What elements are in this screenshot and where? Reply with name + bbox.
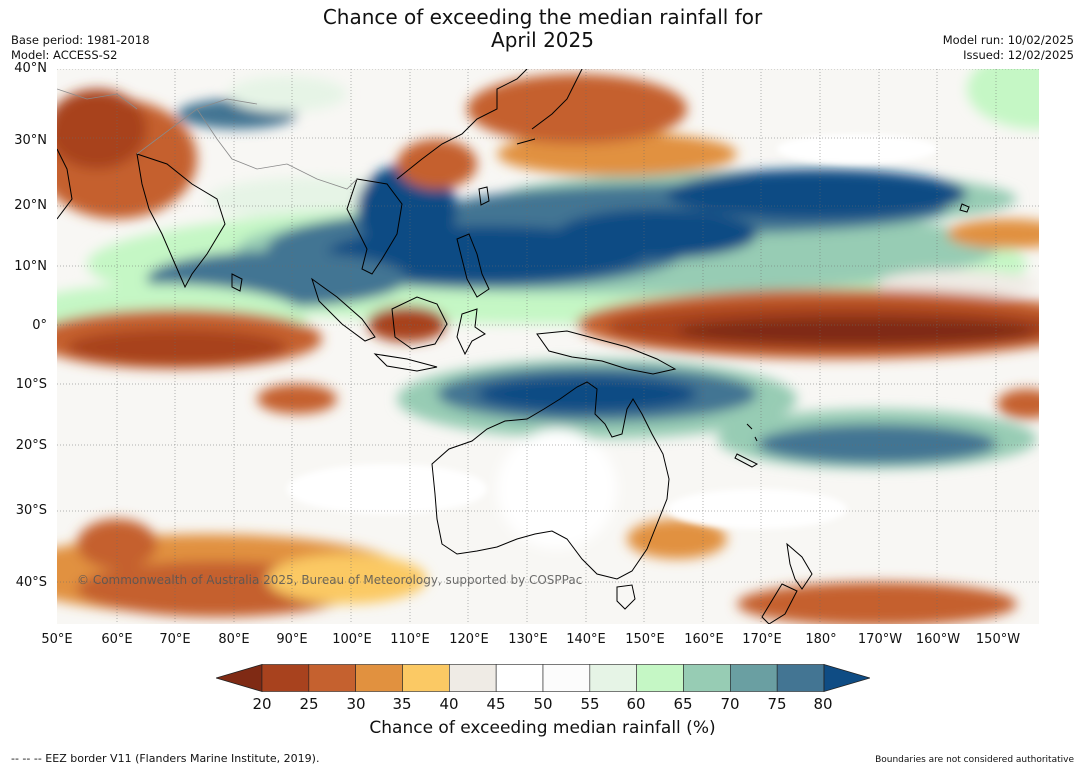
- eez-border-note: -- -- -- EEZ border V11 (Flanders Marine…: [11, 752, 320, 765]
- colorbar-tick-65: 65: [673, 695, 693, 713]
- australia-coastline: [431, 381, 670, 580]
- colorbar-bin: [589, 664, 637, 692]
- meta-right: Model run: 10/02/2025 Issued: 12/02/2025: [943, 33, 1074, 63]
- lon-label-160w: 160°W: [915, 632, 961, 647]
- colorbar-bin: [776, 664, 825, 692]
- lon-label-110e: 110°E: [390, 632, 430, 647]
- colorbar-bin: [449, 664, 497, 692]
- colorbar-tick-55: 55: [580, 695, 600, 713]
- lat-label-40n: 40°N: [14, 61, 47, 76]
- colorbar-extend-high: [823, 664, 870, 693]
- map-title-line-2: April 2025: [491, 28, 594, 52]
- colorbar-tick-25: 25: [299, 695, 319, 713]
- colorbar-bin: [730, 664, 778, 692]
- colorbar-bin: [261, 664, 310, 692]
- graticule: [57, 69, 1039, 624]
- lon-label-150e: 150°E: [625, 632, 665, 647]
- neutral-patches: [287, 134, 937, 529]
- lat-label-10s: 10°S: [15, 377, 47, 392]
- country-borders: [57, 88, 358, 190]
- colorbar-tick-30: 30: [346, 695, 366, 713]
- lon-label-180: 180°: [805, 632, 837, 647]
- colorbar-tick-35: 35: [392, 695, 412, 713]
- new-zealand-coastline: [761, 542, 813, 624]
- lon-label-170e: 170°E: [742, 632, 782, 647]
- colorbar-tick-60: 60: [626, 695, 646, 713]
- lat-label-30n: 30°N: [14, 133, 47, 148]
- lon-label-170w: 170°W: [857, 632, 903, 647]
- borneo-coastline: [391, 296, 448, 350]
- java-coastline: [373, 353, 438, 372]
- lon-label-90e: 90°E: [276, 632, 308, 647]
- tasmania-coastline: [616, 584, 636, 610]
- lat-label-10n: 10°N: [14, 259, 47, 274]
- colorbar-bin: [355, 664, 403, 692]
- lon-label-140e: 140°E: [566, 632, 606, 647]
- sumatra-coastline: [311, 277, 376, 342]
- model-run-text: Model run: 10/02/2025: [942, 33, 1074, 47]
- colorbar-tick-80: 80: [813, 695, 833, 713]
- lon-label-50e: 50°E: [41, 632, 73, 647]
- lon-label-100e: 100°E: [332, 632, 372, 647]
- colorbar-bin: [683, 664, 731, 692]
- issued-text: Issued: 12/02/2025: [963, 48, 1074, 62]
- sri-lanka-coastline: [231, 273, 243, 292]
- arabia-coastline: [57, 148, 73, 220]
- base-period-text: Base period: 1981-2018: [11, 33, 150, 47]
- vanuatu-coastline: [746, 423, 758, 442]
- lat-label-40s: 40°S: [15, 575, 47, 590]
- boundaries-disclaimer: Boundaries are not considered authoritat…: [875, 755, 1074, 765]
- japan-coastline: [516, 69, 583, 145]
- copyright-credit: © Commonwealth of Australia 2025, Bureau…: [77, 573, 583, 587]
- hawaii-coastline: [959, 203, 970, 213]
- colorbar-bin: [636, 664, 684, 692]
- lat-label-20s: 20°S: [15, 438, 47, 453]
- lon-label-150w: 150°W: [975, 632, 1021, 647]
- colorbar-bin: [308, 664, 356, 692]
- lat-label-20n: 20°N: [14, 198, 47, 213]
- lon-label-70e: 70°E: [159, 632, 191, 647]
- rainfall-probability-map: © Commonwealth of Australia 2025, Bureau…: [57, 69, 1039, 624]
- east-asia-coastline: [396, 69, 528, 180]
- colorbar-tick-75: 75: [767, 695, 787, 713]
- model-text: Model: ACCESS-S2: [11, 48, 118, 62]
- colorbar-tick-40: 40: [439, 695, 459, 713]
- lon-label-130e: 130°E: [508, 632, 548, 647]
- colorbar-tick-50: 50: [533, 695, 553, 713]
- colorbar-title: Chance of exceeding median rainfall (%): [369, 718, 716, 738]
- colorbar-bin: [495, 664, 544, 692]
- colorbar-extend-low: [216, 664, 263, 693]
- colorbar-tick-45: 45: [486, 695, 506, 713]
- map-title-line-1: Chance of exceeding the median rainfall …: [322, 5, 763, 29]
- colorbar: [216, 664, 870, 693]
- probability-field: [57, 69, 1039, 624]
- taiwan-coastline: [478, 186, 490, 206]
- lon-label-60e: 60°E: [101, 632, 133, 647]
- colorbar-bin: [542, 664, 591, 692]
- coastlines: [57, 69, 970, 624]
- lat-label-30s: 30°S: [15, 503, 47, 518]
- colorbar-bin: [402, 664, 450, 692]
- new-guinea-coastline: [536, 330, 677, 375]
- lat-label-eq: 0°: [32, 318, 47, 333]
- new-caledonia-coastline: [734, 453, 759, 468]
- lon-label-120e: 120°E: [449, 632, 489, 647]
- lon-label-160e: 160°E: [684, 632, 724, 647]
- map-svg: [57, 69, 1039, 624]
- indochina-coastline: [346, 178, 403, 275]
- lon-label-80e: 80°E: [218, 632, 250, 647]
- meta-left: Base period: 1981-2018 Model: ACCESS-S2: [11, 33, 150, 63]
- philippines-coastline: [456, 233, 490, 298]
- colorbar-tick-20: 20: [252, 695, 272, 713]
- sulawesi-coastline: [456, 308, 486, 356]
- colorbar-tick-70: 70: [720, 695, 740, 713]
- india-coastline: [136, 153, 226, 289]
